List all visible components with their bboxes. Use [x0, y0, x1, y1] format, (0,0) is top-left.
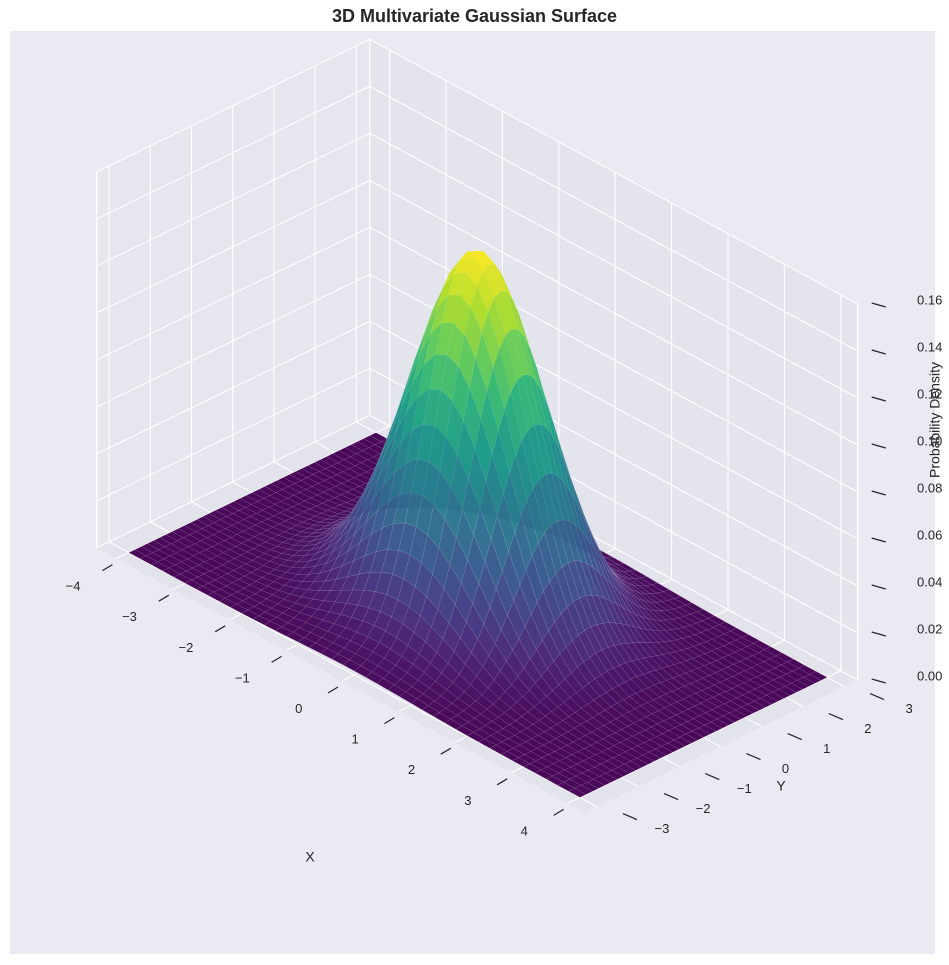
y-tick-label: 1 — [823, 741, 830, 756]
z-tick-label: 0.16 — [917, 292, 942, 307]
z-tick-label: 0.04 — [917, 574, 942, 589]
grid-line-z-wall — [96, 367, 371, 502]
y-tick-label: 2 — [864, 721, 871, 736]
x-tick-label: −2 — [178, 640, 193, 655]
z-tick-mark — [871, 349, 886, 355]
grid-line-z-wall — [96, 132, 371, 267]
z-tick-mark — [871, 302, 886, 308]
y-tick-mark — [622, 813, 638, 821]
x-tick-mark — [553, 808, 564, 816]
x-axis-label: X — [305, 849, 315, 865]
x-tick-mark — [327, 686, 339, 694]
grid-line-z-wall — [96, 179, 371, 314]
x-tick-label: 0 — [295, 701, 302, 716]
z-tick-label: 0.06 — [917, 527, 942, 542]
x-tick-label: −4 — [66, 579, 81, 594]
z-axis-label: Probability Density — [927, 362, 943, 478]
y-tick-mark — [746, 753, 761, 761]
x-tick-mark — [496, 778, 508, 786]
z-tick-label: 0.14 — [917, 339, 942, 354]
grid-line-z-wall — [369, 85, 858, 352]
grid-line-z-wall — [369, 132, 858, 399]
y-tick-label: −2 — [696, 801, 711, 816]
x-tick-mark — [158, 594, 170, 602]
z-tick-label: 0.00 — [917, 668, 942, 683]
z-tick-mark — [871, 584, 886, 590]
x-tick-label: −3 — [122, 609, 137, 624]
grid-line-z-wall — [96, 414, 371, 549]
y-tick-mark — [705, 773, 720, 781]
z-tick-label: 0.12 — [917, 386, 942, 401]
x-tick-label: 4 — [521, 823, 528, 838]
y-tick-label: −3 — [654, 821, 669, 836]
z-tick-mark — [871, 443, 886, 449]
z-tick-mark — [871, 537, 886, 543]
grid-line-z-wall — [96, 226, 371, 361]
grid-line-z-wall — [369, 38, 858, 305]
y-tick-label: 0 — [782, 761, 789, 776]
x-tick-mark — [440, 747, 452, 755]
surface-patch — [568, 788, 587, 798]
y-tick-mark — [828, 713, 844, 721]
x-tick-mark — [271, 655, 282, 663]
x-tick-label: 1 — [351, 732, 358, 747]
x-tick-label: −1 — [235, 670, 250, 685]
y-tick-label: 3 — [905, 701, 912, 716]
z-tick-label: 0.02 — [917, 621, 942, 636]
grid-line-y-floor — [108, 541, 598, 808]
y-tick-mark — [663, 793, 679, 801]
grid-line-z-wall — [96, 273, 371, 408]
z-tick-mark — [871, 490, 886, 496]
z-tick-mark — [871, 678, 886, 684]
x-tick-mark — [102, 564, 113, 572]
z-tick-label: 0.08 — [917, 480, 942, 495]
z-tick-label: 0.10 — [917, 433, 942, 448]
x-tick-mark — [214, 625, 226, 633]
y-tick-mark — [787, 733, 802, 741]
gaussian-surface — [128, 250, 828, 798]
grid-line-z-wall — [96, 320, 371, 455]
y-tick-label: −1 — [737, 781, 752, 796]
y-tick-mark — [869, 693, 885, 701]
grid-line-z-wall — [96, 85, 371, 220]
x-tick-mark — [384, 717, 395, 725]
grid-line-z-wall — [369, 179, 858, 446]
chart-title: 3D Multivariate Gaussian Surface — [331, 6, 618, 26]
z-tick-mark — [871, 631, 886, 637]
y-axis-label: Y — [776, 778, 786, 794]
x-tick-label: 2 — [408, 762, 415, 777]
axis-ticks: −4 −3 −2 −1 0 1 2 3 4 −3 −2 −1 0 1 2 3 0.00 0.02 0.04 0.06 0… — [66, 292, 943, 864]
x-tick-label: 3 — [464, 793, 471, 808]
grid-line-z-wall — [96, 38, 371, 173]
z-tick-mark — [871, 396, 886, 402]
